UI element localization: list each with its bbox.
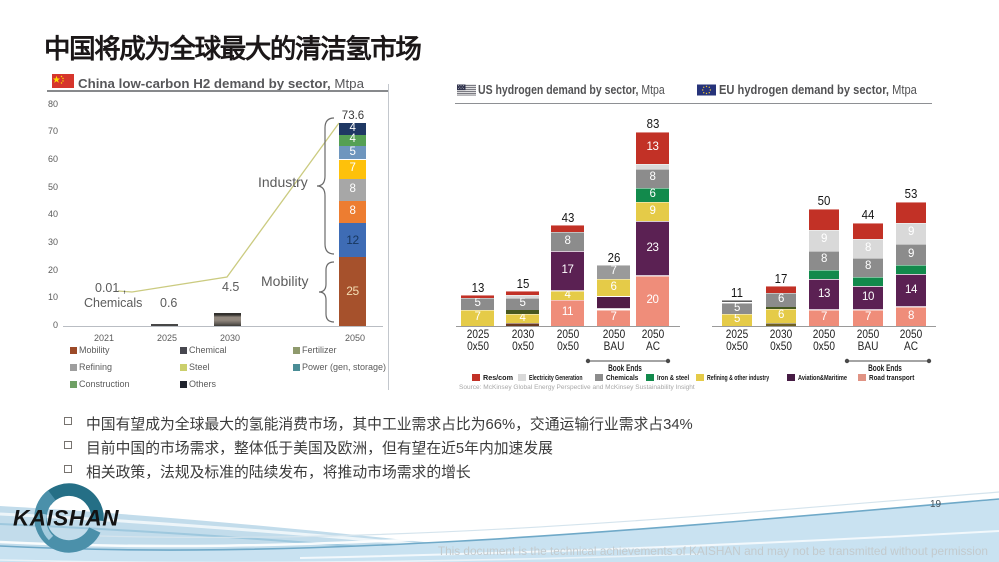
svg-text:KAISHAN: KAISHAN (13, 506, 119, 531)
